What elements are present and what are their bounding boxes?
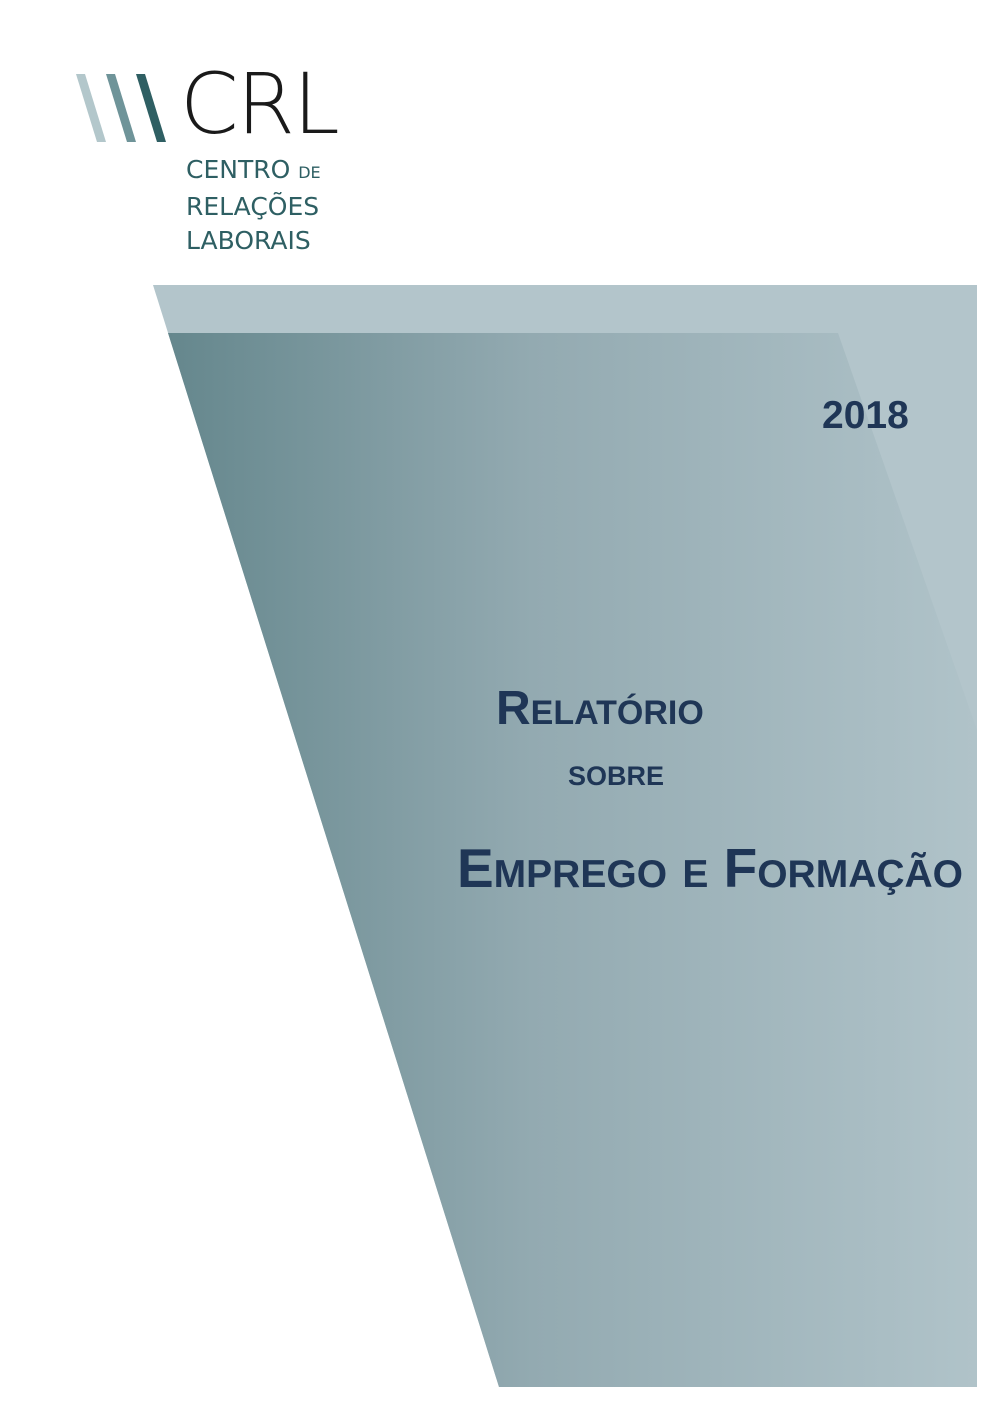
logo-line1-small: DE xyxy=(298,163,321,182)
title-line3: Emprego e Formação xyxy=(457,837,964,899)
report-year: 2018 xyxy=(822,394,909,437)
title-line2: sobre xyxy=(568,752,665,794)
gradient-panel xyxy=(168,333,977,1387)
logo-stripes-icon xyxy=(76,74,166,142)
title-line1: Relatório xyxy=(496,682,704,735)
logo-line1: CENTRO xyxy=(186,155,291,184)
logo-acronym: CRL xyxy=(180,55,340,153)
logo-line3: LABORAIS xyxy=(186,226,311,255)
logo-line2: RELAÇÕES xyxy=(186,192,320,221)
logo-subtitle: CENTRO DE RELAÇÕES LABORAIS xyxy=(186,153,321,258)
